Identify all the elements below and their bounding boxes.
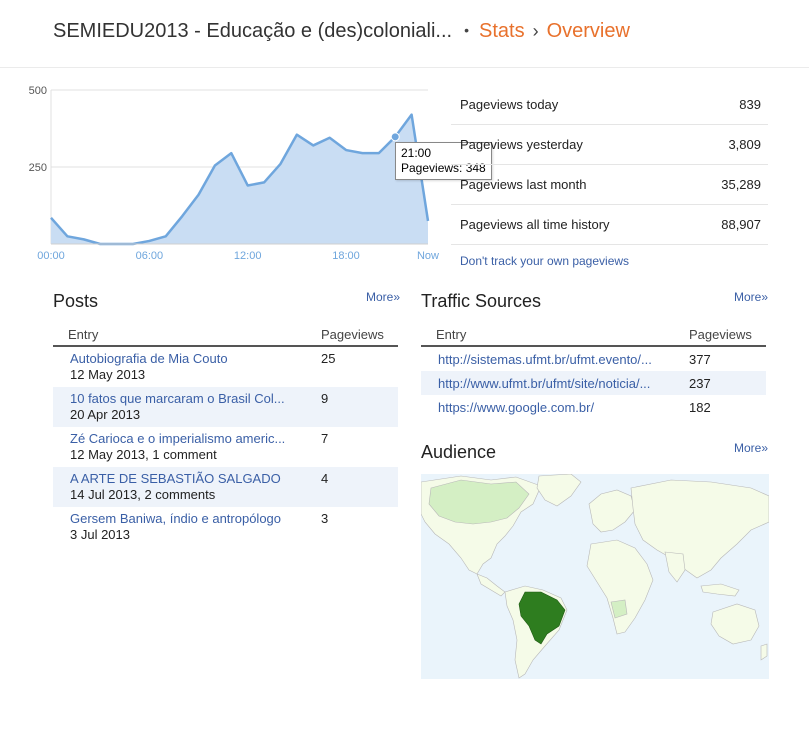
post-link[interactable]: A ARTE DE SEBASTIÃO SALGADO bbox=[70, 471, 281, 486]
table-row: http://www.ufmt.br/ufmt/site/noticia/...… bbox=[421, 371, 766, 395]
post-views: 3 bbox=[321, 511, 329, 526]
traffic-views: 377 bbox=[689, 351, 711, 367]
table-row: A ARTE DE SEBASTIÃO SALGADO 14 Jul 2013, … bbox=[53, 467, 398, 507]
y-tick-label: 250 bbox=[29, 162, 47, 174]
blog-title[interactable]: SEMIEDU2013 - Educação e (des)coloniali.… bbox=[53, 20, 453, 42]
breadcrumb-overview-link[interactable]: Overview bbox=[546, 20, 630, 42]
stat-pageviews-last-month: Pageviews last month 35,289 bbox=[451, 165, 768, 205]
stat-label: Pageviews yesterday bbox=[460, 137, 583, 152]
post-meta: 14 Jul 2013, 2 comments bbox=[70, 487, 216, 502]
stat-value: 3,809 bbox=[728, 137, 761, 152]
table-row: Zé Carioca e o imperialismo americ... 12 … bbox=[53, 427, 398, 467]
x-tick-label: 00:00 bbox=[37, 250, 65, 262]
post-views: 7 bbox=[321, 431, 329, 446]
dont-track-link[interactable]: Don't track your own pageviews bbox=[460, 254, 630, 268]
traffic-views: 182 bbox=[689, 399, 711, 415]
audience-more-link[interactable]: More» bbox=[734, 441, 769, 455]
map-africa bbox=[586, 539, 654, 635]
posts-more-link[interactable]: More» bbox=[366, 290, 401, 304]
traffic-table-header: Entry Pageviews bbox=[421, 323, 766, 347]
breadcrumb-dot: • bbox=[464, 22, 469, 38]
breadcrumb-chevron-icon: › bbox=[532, 21, 539, 41]
stat-label: Pageviews last month bbox=[460, 177, 587, 192]
post-link[interactable]: Zé Carioca e o imperialismo americ... bbox=[70, 431, 286, 446]
stat-value: 839 bbox=[739, 97, 761, 112]
post-meta: 3 Jul 2013 bbox=[70, 527, 130, 542]
post-link[interactable]: Gersem Baniwa, índio e antropólogo bbox=[70, 511, 282, 526]
table-row: http://sistemas.ufmt.br/ufmt.evento/... … bbox=[421, 347, 766, 371]
stat-pageviews-all-time: Pageviews all time history 88,907 bbox=[451, 205, 768, 245]
tooltip-point bbox=[390, 132, 400, 142]
posts-table-header: Entry Pageviews bbox=[53, 323, 398, 347]
x-tick-label: 12:00 bbox=[234, 250, 262, 262]
posts-table: Entry Pageviews Autobiografia de Mia Cou… bbox=[53, 323, 398, 547]
map-indonesia bbox=[700, 583, 740, 597]
map-central-america bbox=[476, 573, 506, 597]
table-row: 10 fatos que marcaram o Brasil Col... 20 … bbox=[53, 387, 398, 427]
post-link[interactable]: Autobiografia de Mia Couto bbox=[70, 351, 228, 366]
traffic-views: 237 bbox=[689, 375, 711, 391]
col-entry: Entry bbox=[436, 327, 467, 342]
stat-value: 88,907 bbox=[721, 217, 761, 232]
map-angola bbox=[610, 599, 628, 619]
post-views: 4 bbox=[321, 471, 329, 486]
map-new-zealand bbox=[760, 643, 768, 661]
stat-pageviews-today: Pageviews today 839 bbox=[451, 85, 768, 125]
table-row: https://www.google.com.br/ 182 bbox=[421, 395, 766, 419]
traffic-sources-title: Traffic Sources bbox=[421, 291, 542, 311]
traffic-sources-table: Entry Pageviews http://sistemas.ufmt.br/… bbox=[421, 323, 766, 419]
stat-pageviews-yesterday: Pageviews yesterday 3,809 bbox=[451, 125, 768, 165]
world-map-svg bbox=[421, 474, 769, 679]
x-tick-label: 06:00 bbox=[136, 250, 164, 262]
map-asia bbox=[630, 479, 769, 579]
map-greenland bbox=[536, 474, 582, 507]
traffic-source-link[interactable]: https://www.google.com.br/ bbox=[438, 399, 595, 415]
post-views: 25 bbox=[321, 351, 336, 366]
map-canada bbox=[428, 479, 530, 525]
post-link[interactable]: 10 fatos que marcaram o Brasil Col... bbox=[70, 391, 285, 406]
traffic-more-link[interactable]: More» bbox=[734, 290, 769, 304]
x-tick-label: 18:00 bbox=[332, 250, 360, 262]
post-meta: 12 May 2013 bbox=[70, 367, 146, 382]
breadcrumb-stats-link[interactable]: Stats bbox=[479, 20, 525, 42]
stat-value: 35,289 bbox=[721, 177, 761, 192]
audience-world-map[interactable] bbox=[421, 474, 769, 679]
map-india bbox=[664, 551, 686, 583]
table-row: Autobiografia de Mia Couto 12 May 2013 25 bbox=[53, 347, 398, 387]
y-tick-label: 500 bbox=[29, 85, 47, 97]
traffic-source-link[interactable]: http://www.ufmt.br/ufmt/site/noticia/... bbox=[438, 375, 651, 391]
x-tick-label: Now bbox=[417, 250, 439, 262]
posts-title: Posts bbox=[53, 291, 99, 311]
table-row: Gersem Baniwa, índio e antropólogo 3 Jul … bbox=[53, 507, 398, 547]
page-header: SEMIEDU2013 - Educação e (des)coloniali.… bbox=[0, 0, 809, 68]
col-pageviews: Pageviews bbox=[321, 327, 384, 342]
map-brazil bbox=[518, 591, 566, 645]
stat-label: Pageviews all time history bbox=[460, 217, 610, 232]
post-meta: 12 May 2013, 1 comment bbox=[70, 447, 217, 462]
col-entry: Entry bbox=[68, 327, 99, 342]
audience-title: Audience bbox=[421, 442, 497, 462]
post-views: 9 bbox=[321, 391, 329, 406]
col-pageviews: Pageviews bbox=[689, 327, 752, 342]
pageviews-chart-svg: 500 250 00:00 06:00 12:00 18:00 Now bbox=[29, 85, 439, 262]
traffic-source-link[interactable]: http://sistemas.ufmt.br/ufmt.evento/... bbox=[438, 351, 652, 367]
tooltip-time: 21:00 bbox=[401, 146, 432, 160]
map-australia bbox=[710, 603, 760, 645]
stat-label: Pageviews today bbox=[460, 97, 559, 112]
pageviews-chart: 500 250 00:00 06:00 12:00 18:00 Now bbox=[0, 78, 445, 268]
series-area bbox=[51, 114, 428, 244]
post-meta: 20 Apr 2013 bbox=[70, 407, 141, 422]
map-europe bbox=[588, 489, 636, 533]
stats-summary: Pageviews today 839 Pageviews yesterday … bbox=[451, 85, 768, 245]
breadcrumb: SEMIEDU2013 - Educação e (des)coloniali.… bbox=[53, 20, 630, 43]
